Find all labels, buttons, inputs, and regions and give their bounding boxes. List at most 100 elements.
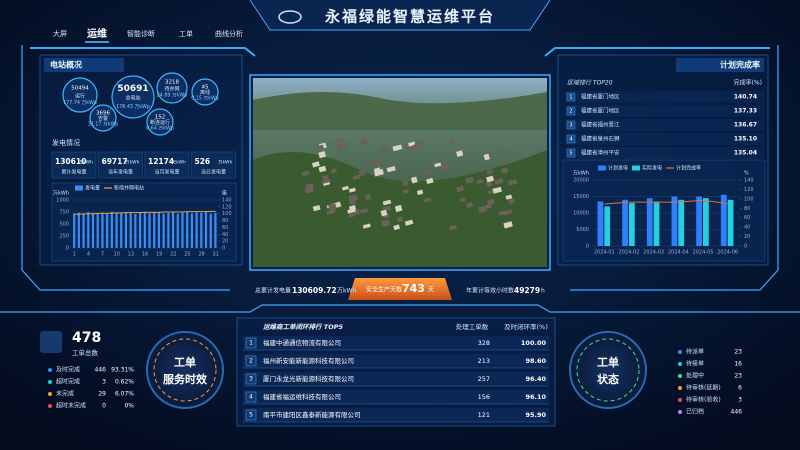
photo-house [505,194,513,200]
photo-house [348,213,355,218]
rank-number: 4 [249,394,253,401]
station-bubble [111,75,155,119]
photo-house [322,181,331,186]
photo-house [393,224,400,231]
photo-house [348,187,356,193]
rank-name: 福建省福州晋江 [581,121,620,129]
nav-tab[interactable]: 工单 [179,29,193,38]
status-count: 23 [734,349,742,356]
rank-number: 2 [249,358,253,365]
vendor-row [243,336,549,350]
page-title: 永福绿能智慧运维平台 [324,8,495,26]
ticket-label: 未完成 [56,390,74,398]
y2-tick-label: 100 [222,211,232,217]
vendor-rate: 95.90 [525,411,546,419]
bar [604,206,611,246]
bar [181,212,184,248]
nav-tab[interactable]: 曲线分析 [215,29,243,38]
photo-house [494,178,504,185]
y2-tick-label: 140 [222,198,232,204]
y-tick-label: 750 [59,210,69,216]
y-axis-label: 万kWh [53,191,69,197]
bar [129,212,132,248]
nav-tab[interactable]: 大屏 [53,29,67,38]
bar [73,213,76,248]
photo-house [456,185,465,193]
summary-label: 安全生产天数 [366,286,402,294]
nav-tab[interactable]: 运维 [87,27,107,40]
ticket-label: 及时完成 [56,366,80,374]
photo-house [498,146,506,152]
x-tick-label: 10 [114,252,120,258]
x-tick-label: 7 [101,252,104,258]
y2-tick-label: 80 [744,206,750,212]
photo-house [379,146,388,152]
bar [110,212,113,248]
vendor-name: 福州新安能新能源科技有限公司 [263,356,354,365]
stat-label: 当年发电量 [108,169,133,176]
status-label: 处理中 [686,372,704,380]
bubble-value: 152 [155,114,166,120]
vendor-row [243,390,549,404]
stat-box [51,151,97,179]
legend-label: 新增并网电站 [114,185,144,192]
rank-value: 140.74 [734,94,757,101]
vendor-count: 156 [478,393,490,401]
ticket-total-label: 工单总数 [72,348,99,357]
legend-dot [678,350,682,354]
rank-value: 136.67 [734,122,757,129]
ticket-percent: 0.62% [115,379,134,386]
x-tick-label: 31 [212,252,218,258]
y-tick-label: 0 [586,244,589,250]
rank-box [245,391,257,403]
legend-dot [48,392,52,396]
y2-tick-label: 80 [222,218,228,224]
vendor-count: 213 [478,357,490,365]
rank-box [245,373,257,385]
rank-box [245,355,257,367]
photo-house [492,186,503,194]
rank-box [566,148,576,158]
station-bubble [146,108,174,136]
bar [195,212,198,248]
photo-house [318,151,327,159]
photo-house [342,185,349,191]
y2-tick-label: 40 [744,225,750,231]
vendor-count: 257 [478,375,490,383]
legend-dot [678,410,682,414]
photo-house [465,202,474,209]
photo-house [365,194,372,201]
photo-house [434,162,442,168]
nav-tab[interactable]: 智能诊断 [127,29,155,38]
photo-house [408,141,416,147]
summary-label: 年累计等效小时数 [466,287,514,295]
photo-house [426,177,434,185]
ranking-header: 完成率(%) [734,79,762,87]
rank-row [565,133,764,145]
bar [148,213,151,248]
stat-box [191,151,236,179]
vendor-row [243,354,549,368]
vendor-row [243,372,549,386]
photo-house [402,179,409,186]
bar [653,201,660,246]
photo-house [410,176,418,184]
photo-house [476,178,484,185]
gauge-title: 工单 [597,355,619,369]
photo-house [381,219,391,227]
status-label: 待派单 [686,348,704,356]
bar [678,199,685,246]
bubble-value: 3218 [165,80,179,86]
photo-house [478,205,487,214]
rank-number: 1 [569,95,572,101]
legend-dot [678,398,682,402]
gauge-title: 状态 [597,372,619,386]
y-tick-label: 250 [59,234,69,240]
photo-house [500,167,509,174]
bar [703,198,709,246]
vendor-count: 328 [478,339,490,347]
photo-house [487,198,495,206]
ticket-count: 29 [98,391,106,398]
photo-house [326,209,336,216]
